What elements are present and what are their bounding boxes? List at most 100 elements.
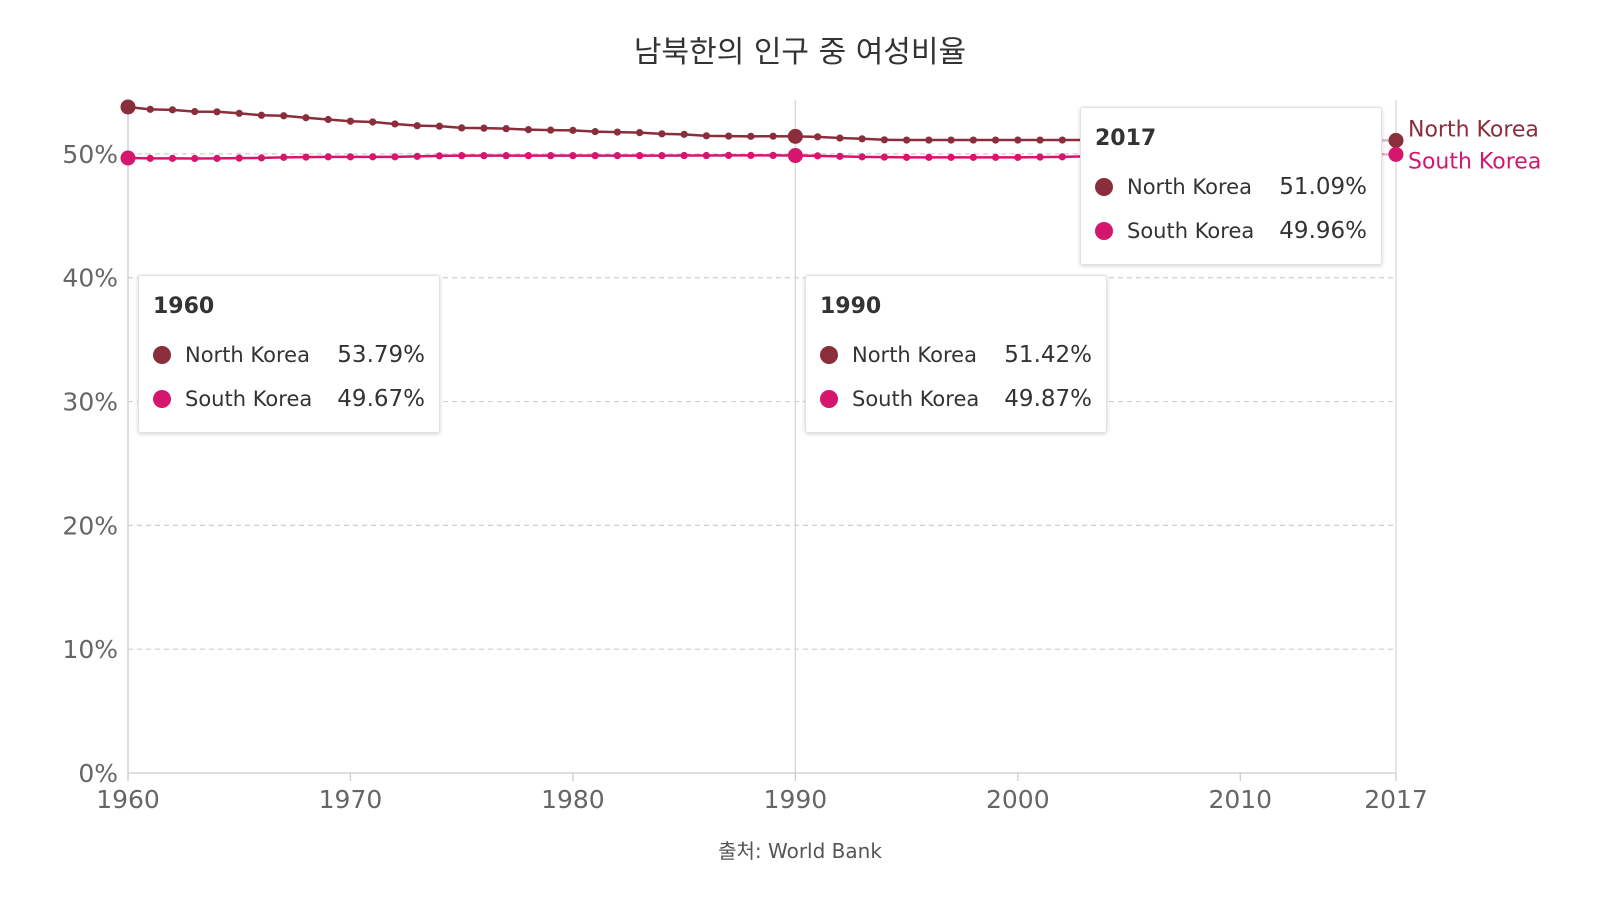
data-point bbox=[680, 130, 688, 138]
data-point bbox=[836, 134, 844, 142]
data-point bbox=[458, 124, 466, 132]
x-tick-label: 1980 bbox=[541, 785, 605, 814]
tooltip-series-name: North Korea bbox=[185, 343, 310, 367]
tooltip-series-name: South Korea bbox=[185, 387, 313, 411]
legend-dot bbox=[1095, 178, 1113, 196]
legend-dot bbox=[153, 390, 171, 408]
tooltip-series-name: North Korea bbox=[1127, 175, 1252, 199]
data-point bbox=[257, 111, 266, 119]
data-point bbox=[524, 152, 533, 160]
data-point bbox=[636, 152, 644, 160]
x-tick-label: 1990 bbox=[764, 785, 828, 814]
tooltip-value: 51.42% bbox=[1004, 342, 1092, 368]
x-tick-label: 2010 bbox=[1208, 785, 1272, 814]
data-point bbox=[991, 153, 1000, 161]
end-label-1: South Korea bbox=[1408, 149, 1541, 174]
data-point bbox=[324, 115, 332, 124]
data-point bbox=[1036, 153, 1044, 161]
data-point bbox=[146, 154, 154, 162]
data-point bbox=[858, 135, 866, 143]
data-point bbox=[658, 152, 666, 160]
data-point bbox=[925, 153, 933, 161]
data-point bbox=[925, 136, 933, 144]
data-point bbox=[702, 132, 710, 140]
data-point bbox=[880, 136, 888, 144]
y-tick-label: 0% bbox=[78, 759, 118, 788]
data-point bbox=[613, 128, 622, 136]
data-point bbox=[969, 136, 977, 144]
data-point bbox=[680, 151, 688, 160]
tooltip-row: North Korea 51.42% bbox=[820, 333, 1092, 377]
data-point bbox=[435, 122, 444, 130]
data-point bbox=[280, 153, 288, 161]
x-tick-label: 2017 bbox=[1364, 785, 1428, 814]
data-point bbox=[1388, 132, 1404, 148]
data-point bbox=[747, 151, 755, 159]
axes: 0% 10% 20% 30% 40% 50% 1960 1970 1980 1990 2000 201… bbox=[62, 100, 1428, 814]
end-label-0: North Korea bbox=[1408, 117, 1539, 142]
data-point bbox=[369, 118, 377, 126]
data-point bbox=[435, 152, 444, 160]
x-tick-label: 2000 bbox=[986, 785, 1050, 814]
tooltip-row: South Korea 49.87% bbox=[820, 377, 1092, 421]
data-point bbox=[947, 136, 955, 144]
data-point bbox=[120, 150, 136, 166]
data-point bbox=[346, 117, 355, 125]
data-point bbox=[191, 154, 199, 163]
data-point bbox=[658, 130, 666, 138]
data-point bbox=[213, 108, 221, 116]
y-tick-label: 20% bbox=[62, 511, 118, 540]
data-point bbox=[569, 126, 577, 134]
data-point bbox=[814, 152, 822, 160]
data-point bbox=[1388, 146, 1404, 162]
y-tick-label: 10% bbox=[62, 635, 118, 664]
data-point bbox=[302, 153, 310, 161]
data-point bbox=[769, 151, 777, 159]
data-point bbox=[146, 105, 154, 113]
chart-title: 남북한의 인구 중 여성비율 bbox=[634, 35, 966, 70]
data-point bbox=[991, 136, 1000, 144]
tooltip-1990: 1990 North Korea 51.42% South Korea 49.87% bbox=[805, 275, 1107, 433]
data-point bbox=[369, 153, 377, 161]
data-point bbox=[969, 153, 977, 161]
data-point bbox=[1058, 153, 1066, 161]
end-labels: North Korea South Korea bbox=[1408, 117, 1541, 174]
data-point bbox=[257, 154, 266, 162]
data-point bbox=[787, 148, 803, 164]
tooltip-2017: 2017 North Korea 51.09% South Korea 49.96% bbox=[1080, 107, 1382, 265]
data-point bbox=[858, 153, 866, 161]
data-point bbox=[591, 152, 599, 160]
tooltip-value: 53.79% bbox=[337, 342, 425, 368]
data-point bbox=[191, 107, 199, 116]
data-point bbox=[725, 151, 733, 159]
data-point bbox=[902, 136, 911, 144]
data-point bbox=[1036, 136, 1044, 144]
tooltip-year: 2017 bbox=[1095, 126, 1157, 151]
data-point bbox=[502, 125, 510, 133]
x-tick-label: 1970 bbox=[319, 785, 383, 814]
tooltip-series-name: South Korea bbox=[1127, 219, 1255, 243]
data-point bbox=[302, 114, 310, 122]
data-point bbox=[591, 128, 599, 136]
data-point bbox=[324, 153, 332, 161]
legend-dot bbox=[820, 346, 838, 364]
data-point bbox=[547, 126, 555, 134]
tooltip-1960: 1960 North Korea 53.79% South Korea 49.67% bbox=[138, 275, 440, 433]
data-point bbox=[787, 128, 803, 144]
tooltip-row: North Korea 51.09% bbox=[1095, 165, 1367, 209]
data-point bbox=[613, 152, 622, 160]
data-point bbox=[235, 154, 243, 162]
source-note: 출처: World Bank bbox=[718, 839, 882, 863]
tooltip-value: 49.96% bbox=[1279, 218, 1367, 244]
data-point bbox=[1014, 153, 1022, 161]
series-line-1 bbox=[127, 154, 1085, 160]
data-point bbox=[769, 132, 777, 140]
data-point bbox=[1058, 136, 1066, 144]
data-point bbox=[168, 154, 177, 162]
y-tick-label: 50% bbox=[62, 140, 118, 169]
data-point bbox=[213, 154, 221, 162]
data-point bbox=[902, 153, 911, 161]
tooltip-series-name: South Korea bbox=[852, 387, 980, 411]
x-tick-label: 1960 bbox=[96, 785, 160, 814]
data-point bbox=[480, 124, 488, 132]
